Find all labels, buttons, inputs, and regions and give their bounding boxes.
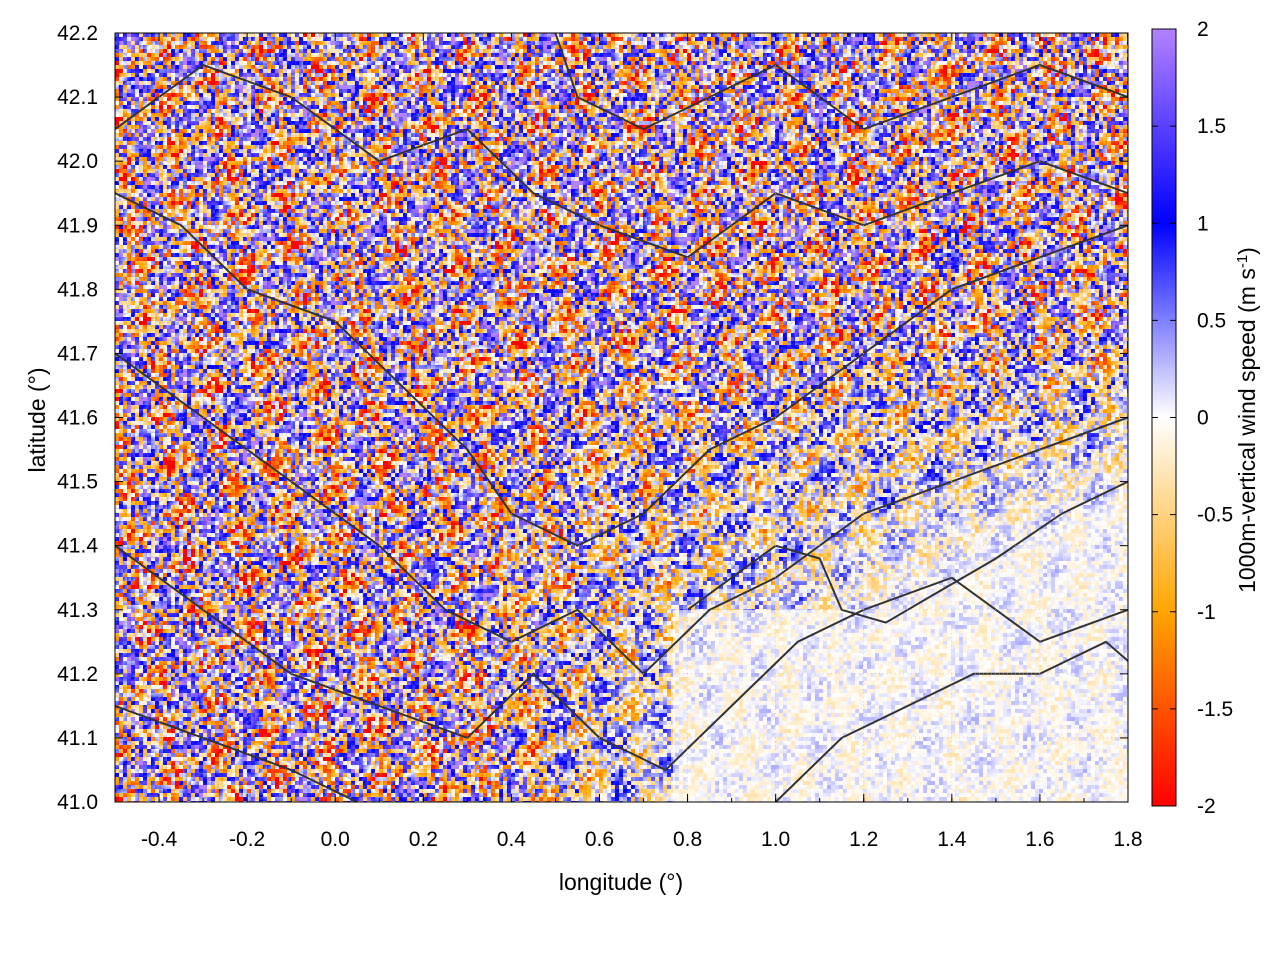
colorbar-tick-label: 0 (1197, 407, 1209, 430)
x-tick-label: 0.6 (585, 828, 614, 851)
y-tick-label: 41.9 (57, 214, 98, 237)
colorbar-title: 1000m-vertical wind speed (m s-1) (1234, 247, 1260, 593)
x-tick-label: 0.2 (409, 828, 438, 851)
plot-frame (114, 32, 1129, 803)
contour-line (115, 192, 1128, 547)
colorbar-title-suffix: ) (1234, 247, 1260, 255)
y-tick-label: 41.6 (57, 407, 98, 430)
y-axis-title: latitude (°) (24, 367, 50, 472)
y-tick-label: 41.7 (57, 342, 98, 365)
colorbar-tick-label: 1 (1197, 212, 1209, 235)
y-axis-ticks: 41.0 41.1 41.2 41.3 41.4 41.5 41.6 41.7 41.8 41.9… (57, 22, 1128, 814)
y-tick-label: 41.0 (57, 791, 98, 814)
contour-line (115, 544, 1128, 772)
x-tick-label: 1.4 (937, 828, 967, 851)
y-tick-label: 41.5 (57, 471, 98, 494)
y-tick-label: 42.0 (57, 150, 98, 173)
colorbar-ticks: 2 1.5 1 0.5 0 -0.5 -1 -1.5 -2 (1152, 18, 1233, 818)
x-tick-label: 0.0 (321, 828, 350, 851)
x-tick-label: 1.6 (1025, 828, 1054, 851)
y-tick-label: 41.4 (57, 535, 98, 558)
colorbar-tick-label: -0.5 (1197, 504, 1233, 527)
colorbar-tick-label: -1 (1197, 601, 1216, 624)
colorbar-tick-label: 0.5 (1197, 309, 1226, 332)
colorbar-title-main: 1000m-vertical wind speed (m s (1234, 268, 1260, 593)
colorbar-tick-label: -2 (1197, 795, 1216, 818)
contour-line (775, 640, 1128, 802)
y-tick-label: 42.1 (57, 86, 98, 109)
contour-line (115, 352, 1128, 676)
x-tick-label: 1.8 (1113, 828, 1142, 851)
contour-line (115, 63, 1128, 259)
colorbar-title-superscript: -1 (1234, 255, 1251, 268)
x-tick-label: 1.2 (849, 828, 878, 851)
x-axis-ticks: -0.4 -0.2 0.0 0.2 0.4 0.6 0.8 1.0 1.2 1.4 1.6 1.8 (114, 33, 1143, 851)
contour-line (687, 480, 1128, 624)
x-tick-label: -0.2 (229, 828, 265, 851)
y-tick-label: 41.8 (57, 278, 98, 301)
terrain-contours (115, 33, 1128, 802)
y-tick-label: 41.1 (57, 727, 98, 750)
contour-line (115, 704, 358, 802)
x-tick-label: 0.8 (673, 828, 702, 851)
x-axis-title: longitude (°) (559, 869, 683, 895)
x-tick-label: 1.0 (761, 828, 790, 851)
x-tick-label: -0.4 (141, 828, 178, 851)
colorbar-tick-label: -1.5 (1197, 698, 1233, 721)
grid-lines (115, 32, 1129, 803)
contour-line (554, 33, 1128, 131)
y-tick-label: 42.2 (57, 22, 98, 45)
colorbar-tick-label: 2 (1197, 18, 1209, 41)
x-tick-label: 0.4 (497, 828, 527, 851)
colorbar-tick-label: 1.5 (1197, 115, 1226, 138)
y-tick-label: 41.2 (57, 663, 98, 686)
y-tick-label: 41.3 (57, 599, 98, 622)
